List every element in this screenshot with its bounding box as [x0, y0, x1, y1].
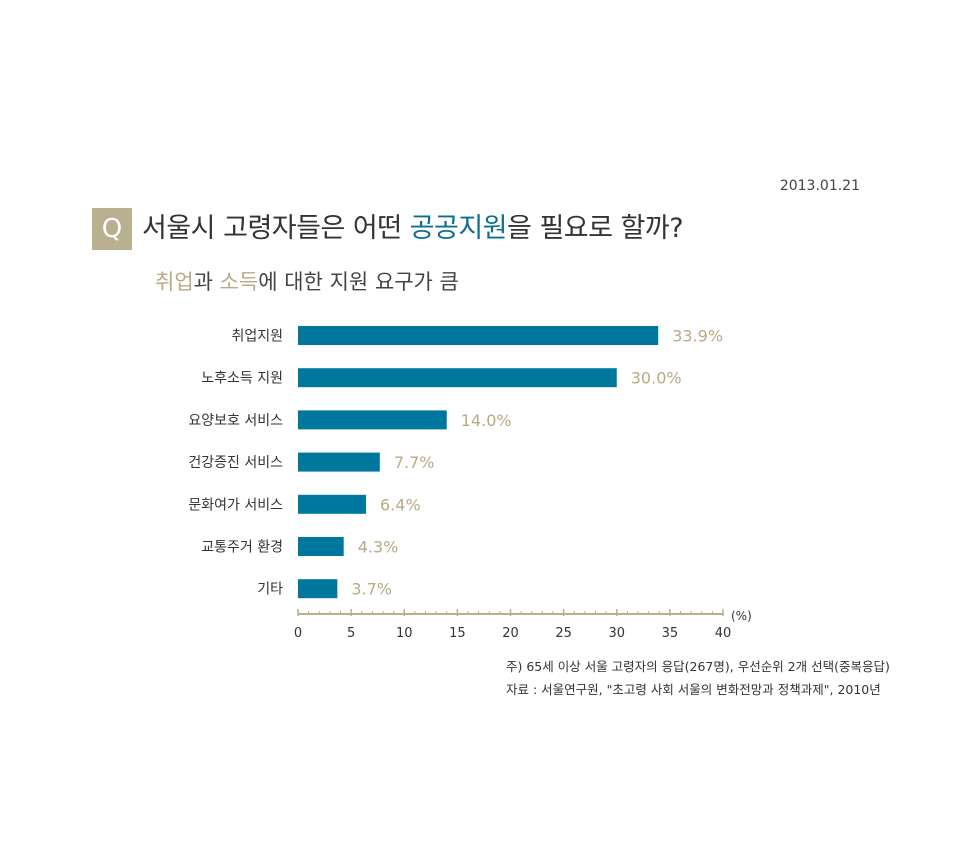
title-part-2: 을 필요로 할까? [507, 213, 684, 244]
x-tick-label: 30 [608, 626, 625, 641]
bar [298, 579, 338, 599]
category-label: 요양보호 서비스 [188, 413, 283, 429]
data-label: 33.9% [672, 327, 723, 346]
footnotes: 주) 65세 이상 서울 고령자의 응답(267명), 우선순위 2개 선택(중… [506, 655, 890, 701]
title-highlight: 공공지원 [409, 213, 508, 244]
x-unit-label: (%) [731, 609, 752, 623]
data-label: 7.7% [394, 453, 435, 472]
subtitle-part-2: 에 대한 지원 요구가 큼 [258, 270, 459, 294]
bar [298, 368, 617, 388]
category-label: 노후소득 지원 [201, 371, 283, 387]
data-label: 14.0% [461, 411, 512, 430]
data-label: 4.3% [358, 538, 399, 557]
category-label: 문화여가 서비스 [188, 497, 283, 513]
footnote-source: 자료 : 서울연구원, "초고령 사회 서울의 변화전망과 정책과제", 201… [506, 682, 881, 697]
bar [298, 537, 344, 556]
category-label: 건강증진 서비스 [188, 455, 283, 471]
category-label: 기타 [257, 582, 283, 598]
footnote-sample: 주) 65세 이상 서울 고령자의 응답(267명), 우선순위 2개 선택(중… [506, 659, 890, 674]
bar [298, 410, 447, 430]
category-label: 취업지원 [231, 329, 283, 345]
x-tick-label: 20 [502, 626, 519, 641]
bar [298, 326, 659, 345]
bar [298, 452, 380, 472]
page-title: 서울시 고령자들은 어떤 공공지원을 필요로 할까? [142, 206, 684, 245]
x-tick-label: 5 [347, 626, 355, 641]
x-tick-label: 40 [715, 626, 732, 641]
subtitle-highlight-2: 소득 [219, 270, 259, 294]
question-badge: Q [92, 208, 132, 250]
x-tick-label: 35 [662, 626, 679, 641]
data-label: 3.7% [351, 580, 392, 599]
x-tick-label: 25 [555, 626, 572, 641]
category-label: 교통주거 환경 [201, 540, 283, 556]
data-label: 6.4% [380, 495, 421, 514]
x-tick-label: 15 [449, 626, 466, 641]
bar [298, 494, 366, 514]
data-label: 30.0% [631, 369, 682, 388]
date-label: 2013.01.21 [779, 178, 860, 194]
subtitle-part-1: 과 [193, 270, 220, 294]
subtitle-highlight-1: 취업 [155, 270, 194, 294]
title-part-1: 서울시 고령자들은 어떤 [142, 213, 410, 244]
subtitle: 취업과 소득에 대한 지원 요구가 큼 [155, 266, 459, 296]
x-tick-label: 0 [294, 626, 302, 641]
x-tick-label: 10 [396, 626, 413, 641]
